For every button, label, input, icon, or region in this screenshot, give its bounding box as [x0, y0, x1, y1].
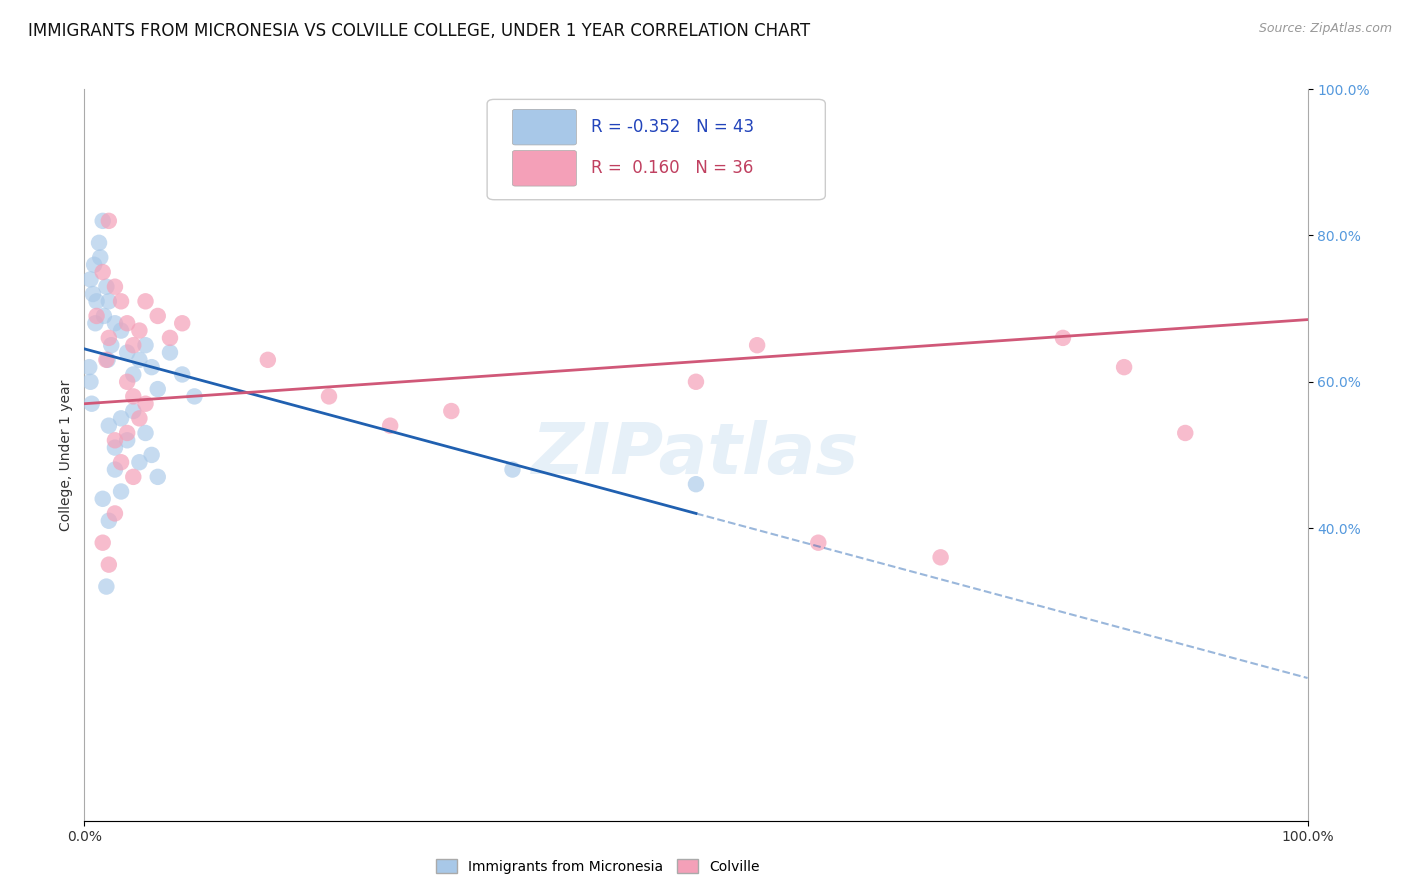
- Point: [115, 375, 138, 389]
- Point: [128, 455, 150, 469]
- Point: [84, 316, 107, 330]
- Point: [97, 418, 120, 433]
- Point: [146, 470, 169, 484]
- Point: [1174, 425, 1197, 440]
- Point: [91, 491, 114, 506]
- Point: [172, 368, 194, 382]
- Y-axis label: College, Under 1 year: College, Under 1 year: [59, 379, 73, 531]
- Point: [318, 389, 340, 403]
- Point: [122, 338, 145, 352]
- Point: [97, 331, 120, 345]
- Point: [83, 258, 105, 272]
- Point: [97, 352, 120, 367]
- Point: [685, 477, 707, 491]
- Point: [115, 316, 138, 330]
- Point: [91, 265, 114, 279]
- Point: [128, 411, 150, 425]
- Point: [380, 418, 402, 433]
- Point: [257, 352, 280, 367]
- Point: [110, 324, 132, 338]
- Text: IMMIGRANTS FROM MICRONESIA VS COLVILLE COLLEGE, UNDER 1 YEAR CORRELATION CHART: IMMIGRANTS FROM MICRONESIA VS COLVILLE C…: [28, 22, 810, 40]
- Point: [141, 448, 163, 462]
- Point: [87, 235, 110, 250]
- Point: [104, 462, 127, 476]
- Point: [135, 397, 157, 411]
- Point: [97, 214, 120, 228]
- Text: R = -0.352   N = 43: R = -0.352 N = 43: [591, 118, 754, 136]
- Point: [146, 309, 169, 323]
- Point: [110, 484, 132, 499]
- Point: [104, 507, 127, 521]
- Point: [104, 316, 127, 330]
- Point: [79, 272, 101, 286]
- Point: [159, 331, 181, 345]
- Point: [100, 338, 122, 352]
- Point: [440, 404, 463, 418]
- Point: [104, 279, 127, 293]
- Point: [96, 279, 118, 293]
- Point: [93, 309, 115, 323]
- Point: [91, 535, 114, 549]
- Point: [86, 294, 108, 309]
- Point: [128, 324, 150, 338]
- Point: [685, 375, 707, 389]
- Point: [115, 425, 138, 440]
- Point: [122, 368, 145, 382]
- Point: [86, 309, 108, 323]
- Point: [1114, 360, 1136, 375]
- Point: [135, 294, 157, 309]
- Point: [104, 434, 127, 448]
- Point: [135, 425, 157, 440]
- Point: [807, 535, 830, 549]
- Point: [110, 411, 132, 425]
- Point: [115, 345, 138, 359]
- Point: [747, 338, 769, 352]
- Point: [80, 397, 103, 411]
- Point: [122, 389, 145, 403]
- Point: [1052, 331, 1074, 345]
- Point: [97, 514, 120, 528]
- Point: [79, 375, 101, 389]
- Point: [77, 360, 100, 375]
- Point: [110, 455, 132, 469]
- Point: [97, 294, 120, 309]
- Point: [97, 558, 120, 572]
- Point: [135, 338, 157, 352]
- Text: Source: ZipAtlas.com: Source: ZipAtlas.com: [1258, 22, 1392, 36]
- Point: [929, 550, 952, 565]
- Point: [115, 434, 138, 448]
- Point: [183, 389, 205, 403]
- Point: [172, 316, 194, 330]
- Point: [502, 462, 524, 476]
- Point: [146, 382, 169, 396]
- Text: R =  0.160   N = 36: R = 0.160 N = 36: [591, 160, 754, 178]
- Point: [128, 352, 150, 367]
- Point: [122, 404, 145, 418]
- Point: [96, 580, 118, 594]
- Text: ZIPatlas: ZIPatlas: [533, 420, 859, 490]
- Point: [91, 214, 114, 228]
- Point: [82, 287, 104, 301]
- Point: [122, 470, 145, 484]
- Point: [159, 345, 181, 359]
- Point: [104, 441, 127, 455]
- Point: [89, 251, 111, 265]
- Point: [141, 360, 163, 375]
- Point: [96, 352, 118, 367]
- Legend: Immigrants from Micronesia, Colville: Immigrants from Micronesia, Colville: [430, 854, 765, 880]
- Point: [110, 294, 132, 309]
